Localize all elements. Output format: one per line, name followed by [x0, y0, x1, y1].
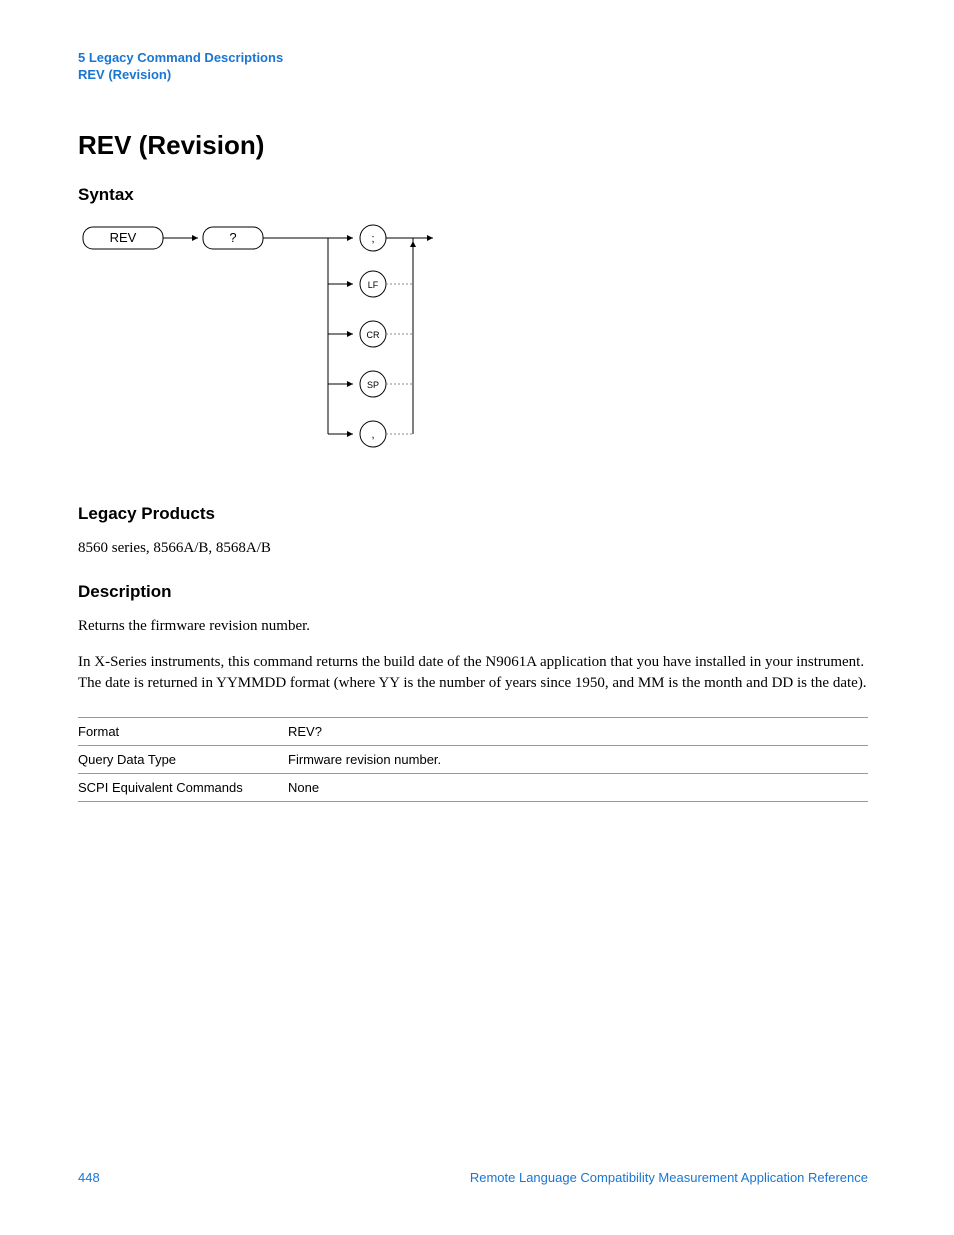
diagram-term-3: SP [367, 380, 379, 390]
header-section: REV (Revision) [78, 67, 283, 84]
content-area: REV (Revision) Syntax REV ? ; [78, 130, 868, 802]
description-para1: Returns the firmware revision number. [78, 616, 868, 638]
diagram-rev-label: REV [110, 230, 137, 245]
table-label: Format [78, 718, 288, 746]
table-label: Query Data Type [78, 746, 288, 774]
page-title: REV (Revision) [78, 130, 868, 161]
page-number: 448 [78, 1170, 100, 1185]
diagram-term-0: ; [371, 233, 374, 245]
description-para2: In X-Series instruments, this command re… [78, 652, 868, 696]
diagram-question-label: ? [229, 230, 236, 245]
diagram-term-4: , [371, 429, 374, 441]
footer-title: Remote Language Compatibility Measuremen… [470, 1170, 868, 1185]
table-value: Firmware revision number. [288, 746, 868, 774]
description-heading: Description [78, 582, 868, 602]
diagram-term-1: LF [368, 280, 379, 290]
table-row: Format REV? [78, 718, 868, 746]
table-value: None [288, 774, 868, 802]
info-table: Format REV? Query Data Type Firmware rev… [78, 717, 868, 802]
diagram-term-2: CR [367, 330, 380, 340]
legacy-products-section: Legacy Products 8560 series, 8566A/B, 85… [78, 504, 868, 560]
header-chapter: 5 Legacy Command Descriptions [78, 50, 283, 67]
syntax-diagram: REV ? ; LF CR [78, 219, 438, 459]
table-row: Query Data Type Firmware revision number… [78, 746, 868, 774]
table-label: SCPI Equivalent Commands [78, 774, 288, 802]
syntax-heading: Syntax [78, 185, 868, 205]
legacy-products-text: 8560 series, 8566A/B, 8568A/B [78, 538, 868, 560]
table-value: REV? [288, 718, 868, 746]
table-row: SCPI Equivalent Commands None [78, 774, 868, 802]
page-header: 5 Legacy Command Descriptions REV (Revis… [78, 50, 283, 84]
syntax-section: Syntax REV ? ; [78, 185, 868, 482]
legacy-products-heading: Legacy Products [78, 504, 868, 524]
page-footer: 448 Remote Language Compatibility Measur… [78, 1170, 868, 1185]
description-section: Description Returns the firmware revisio… [78, 582, 868, 695]
